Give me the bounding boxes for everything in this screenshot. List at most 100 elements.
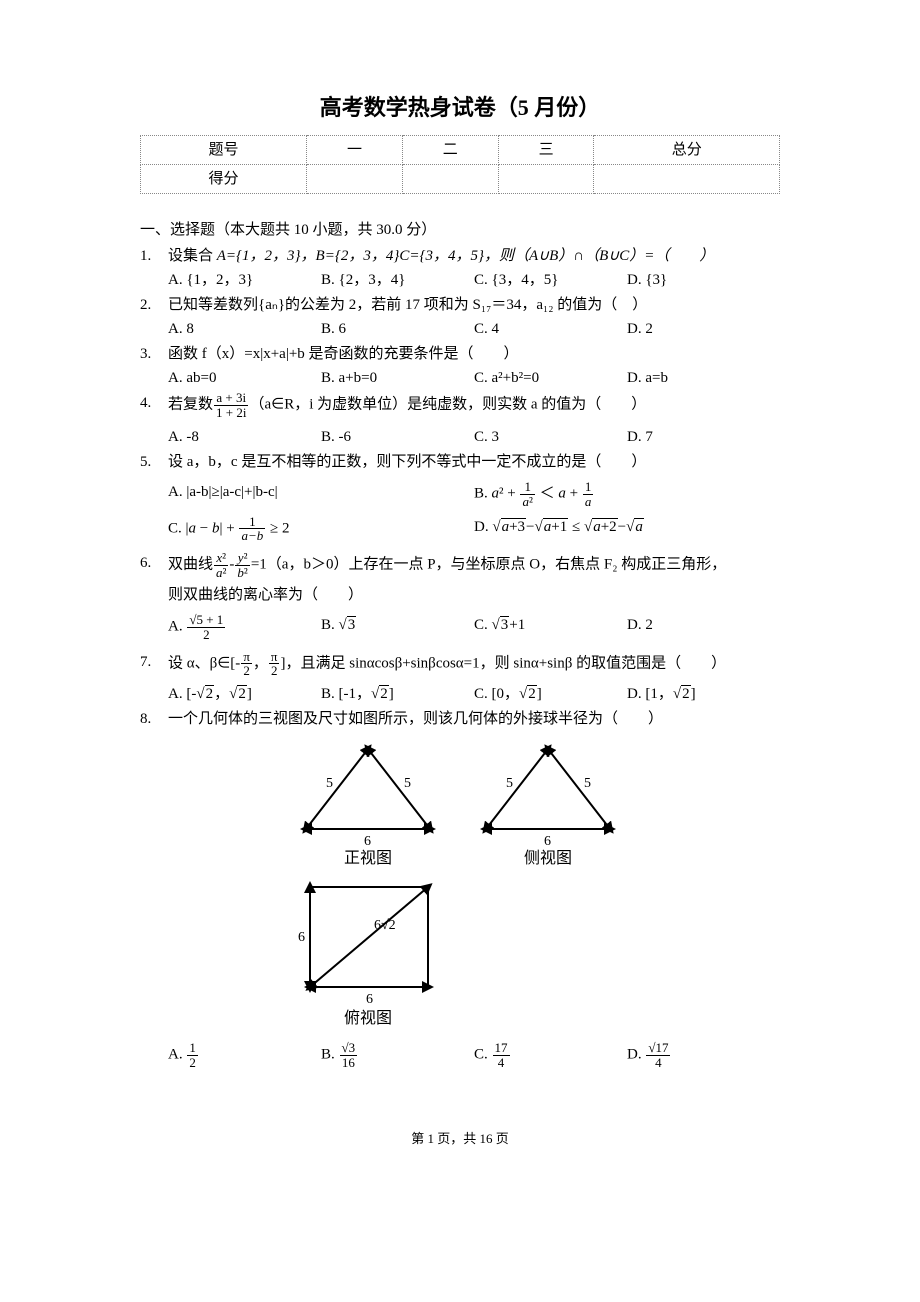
q8-c-den: 4 [493,1056,510,1070]
front-view-icon: 5 5 6 正视图 [288,739,448,869]
q7-stem-pre: 设 α、β∈[- [168,655,240,671]
q4-stem-pre: 若复数 [168,397,213,413]
top-label-6l: 6 [298,930,305,945]
q7-opt-b: B. [-1，2] [321,682,474,706]
q4-opt-b: B. -6 [321,425,474,449]
q5-d-pre: D. [474,519,492,535]
q4-fraction: a + 3i1 + 2i [214,391,248,419]
question-5: 5. 设 a，b，c 是互不相等的正数，则下列不等式中一定不成立的是（ ） A.… [140,450,780,543]
q4-stem-post: （a∈R，i 为虚数单位）是纯虚数，则实数 a 的值为（ ） [249,397,646,413]
q2-opt-c: C. 4 [474,317,627,341]
q8-stem: 一个几何体的三视图及尺寸如图所示，则该几何体的外接球半径为（ ） [168,711,663,727]
q8-figs-row1: 5 5 6 正视图 5 5 6 侧视图 [288,739,780,869]
footer-post: 页 [493,1131,509,1146]
q7-d-post: ] [691,686,696,702]
q5-c-pre: C. [168,520,186,536]
score-cell-1 [307,165,403,194]
q7-opt-a: A. [-2，2] [168,682,321,706]
q1-opt-a: A. {1，2，3} [168,268,321,292]
score-header-row: 题号 一 二 三 总分 [141,136,780,165]
q7-d-pre: D. [1， [627,686,673,702]
q7-a-r2: 2 [237,685,247,702]
q1-opt-c: C. {3，4，5} [474,268,627,292]
q8-a-den: 2 [187,1056,198,1070]
q6-a-pre: A. [168,619,186,635]
q3-num: 3. [140,342,168,366]
top-view-icon: 6 6√2 6 俯视图 [288,869,458,1029]
q3-body: 函数 f（x）=x|x+a|+b 是奇函数的充要条件是（ ） A. ab=0 B… [168,342,780,390]
q1-body: 设集合 A={1，2，3}，B={2，3，4}C={3，4，5}，则（A∪B）∩… [168,244,780,292]
score-cell-2 [402,165,498,194]
q3-stem: 函数 f（x）=x|x+a|+b 是奇函数的充要条件是（ ） [168,346,519,362]
exam-page: 高考数学热身试卷（5 月份） 题号 一 二 三 总分 得分 一、选择题（本大题共… [0,0,920,1190]
page-title: 高考数学热身试卷（5 月份） [140,90,780,125]
score-h2: 二 [402,136,498,165]
score-cell-4 [594,165,780,194]
q5-b-pre: B. [474,486,492,502]
q2-stem: 已知等差数列{aₙ}的公差为 2，若前 17 项和为 S₁₇＝34，a₁₂ 的值… [168,297,647,313]
q5-opt-d: D. a+3−a+1 ≤ a+2−a [474,515,780,543]
q8-a-num: 1 [187,1041,198,1056]
q5-stem: 设 a，b，c 是互不相等的正数，则下列不等式中一定不成立的是（ ） [168,454,646,470]
q4-options: A. -8 B. -6 C. 3 D. 7 [168,425,780,449]
q1-opt-d: D. {3} [627,268,780,292]
q7-c-r: 2 [527,685,537,702]
q7-opt-d: D. [1， 2] [627,682,780,706]
score-h0: 题号 [141,136,307,165]
q8-opt-c: C. 174 [474,1041,627,1069]
page-footer: 第 1 页，共 16 页 [140,1129,780,1150]
q3-opt-c: C. a²+b²=0 [474,366,627,390]
q7-a-pre: A. [- [168,686,196,702]
top-caption: 俯视图 [344,1009,392,1027]
q6-body: 双曲线x²a²-y²b²=1（a，b＞0）上存在一点 P，与坐标原点 O，右焦点… [168,551,780,642]
q8-opt-d: D. √174 [627,1041,780,1069]
q7-stem-mid: ， [253,655,268,671]
q5-body: 设 a，b，c 是互不相等的正数，则下列不等式中一定不成立的是（ ） A. |a… [168,450,780,543]
front-caption: 正视图 [344,849,392,867]
q1-opt-b: B. {2，3，4} [321,268,474,292]
q7-d-r: 2 [681,685,691,702]
q7-b-r: 2 [379,685,389,702]
q2-opt-b: B. 6 [321,317,474,341]
score-h1: 一 [307,136,403,165]
question-3: 3. 函数 f（x）=x|x+a|+b 是奇函数的充要条件是（ ） A. ab=… [140,342,780,390]
q6-opt-c: C. 3+1 [474,613,627,641]
q6-stem-line2: 则双曲线的离心率为（ ） [168,583,780,607]
q5-options-row2: C. |a − b| + 1a−b ≥ 2 D. a+3−a+1 ≤ a+2−a [168,515,780,543]
q2-opt-a: A. 8 [168,317,321,341]
q6-num: 6. [140,551,168,575]
q5-opt-c: C. |a − b| + 1a−b ≥ 2 [168,515,474,543]
q7-stem-post: ]，且满足 sinαcosβ+sinβcosα=1，则 sinα+sinβ 的取… [280,655,726,671]
q7-a-r1: 2 [205,685,215,702]
q5-options-row1: A. |a-b|≥|a-c|+|b-c| B. a² + 1a² ＜ a + 1… [168,480,780,508]
section-1-heading: 一、选择题（本大题共 10 小题，共 30.0 分） [140,218,780,242]
q1-stem-pre: 设集合 [168,248,217,264]
q7-body: 设 α、β∈[-π2，π2]，且满足 sinαcosβ+sinβcosα=1，则… [168,650,780,706]
q8-body: 一个几何体的三视图及尺寸如图所示，则该几何体的外接球半径为（ ） [168,707,780,1069]
q8-b-den: 16 [340,1056,358,1070]
q3-opt-b: B. a+b=0 [321,366,474,390]
q7-two1: 2 [241,664,252,678]
q6-c-pre: C. [474,617,492,633]
question-6: 6. 双曲线x²a²-y²b²=1（a，b＞0）上存在一点 P，与坐标原点 O，… [140,551,780,642]
q8-b-num: √3 [340,1041,358,1056]
question-4: 4. 若复数a + 3i1 + 2i（a∈R，i 为虚数单位）是纯虚数，则实数 … [140,391,780,449]
question-7: 7. 设 α、β∈[-π2，π2]，且满足 sinαcosβ+sinβcosα=… [140,650,780,706]
footer-pre: 第 [411,1131,427,1146]
q6-stem-pre: 双曲线 [168,557,213,573]
score-table: 题号 一 二 三 总分 得分 [140,135,780,194]
q3-opt-d: D. a=b [627,366,780,390]
q2-num: 2. [140,293,168,317]
q7-a-post: ] [247,686,252,702]
q6-stem-post: =1（a，b＞0）上存在一点 P，与坐标原点 O，右焦点 F₂ 构成正三角形， [251,557,726,573]
q8-options: A. 12 B. √316 C. 174 D. √174 [168,1041,780,1069]
q7-b-pre: B. [-1， [321,686,371,702]
q7-pi2: π [269,650,280,665]
side-label-5l: 5 [506,776,513,791]
top-label-diag: 6√2 [374,918,396,933]
q6-options: A. √5 + 12 B. 3 C. 3+1 D. 2 [168,613,780,641]
q8-opt-b: B. √316 [321,1041,474,1069]
score-value-row: 得分 [141,165,780,194]
q7-opt-c: C. [0，2] [474,682,627,706]
q6-opt-d: D. 2 [627,613,780,641]
